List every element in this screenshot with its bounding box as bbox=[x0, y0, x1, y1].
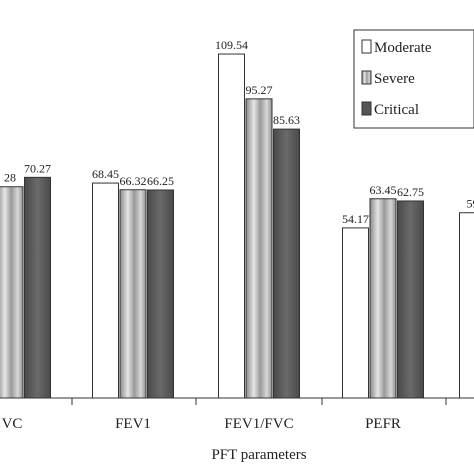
x-tick-group bbox=[71, 398, 447, 405]
data-labels-group: 28 70.27 68.45 66.32 66.25 109.54 95.27 85.63 54… bbox=[4, 38, 474, 226]
bar-critical-vc bbox=[24, 176, 51, 399]
legend-label-critical: Critical bbox=[374, 102, 419, 118]
data-label: 62.75 bbox=[397, 185, 424, 199]
x-tick-label: FEV1 bbox=[115, 416, 151, 432]
data-label: 66.32 bbox=[120, 174, 147, 188]
legend-swatch-severe bbox=[361, 70, 372, 85]
data-label: 54.17 bbox=[342, 212, 369, 226]
bar-moderate-pefr bbox=[342, 227, 369, 399]
data-label: 63.45 bbox=[370, 183, 397, 197]
bar-critical-fev1 bbox=[147, 189, 174, 399]
bar-severe-vc bbox=[0, 186, 24, 399]
bar-moderate-fev1 bbox=[92, 182, 119, 399]
bar-severe-pefr bbox=[369, 198, 397, 399]
legend-box bbox=[353, 29, 474, 129]
bar-severe-fev1 bbox=[119, 189, 147, 399]
data-label: 109.54 bbox=[215, 38, 248, 52]
x-tick-labels-group: VC FEV1 FEV1/FVC PEFR bbox=[2, 416, 401, 432]
x-tick-label: FEV1/FVC bbox=[224, 416, 293, 432]
legend-swatch-critical bbox=[361, 101, 372, 116]
legend: Moderate Severe Critical bbox=[353, 29, 474, 129]
bars-group bbox=[0, 53, 474, 399]
legend-label-moderate: Moderate bbox=[374, 40, 432, 56]
x-tick-label: PEFR bbox=[365, 416, 401, 432]
legend-label-severe: Severe bbox=[374, 71, 415, 87]
data-label: 85.63 bbox=[273, 113, 300, 127]
data-label: 28 bbox=[4, 171, 16, 185]
data-label: 70.27 bbox=[24, 161, 51, 175]
x-tick-label: VC bbox=[2, 416, 23, 432]
data-label: 59 bbox=[467, 197, 474, 211]
bar-critical-pefr bbox=[397, 200, 424, 399]
data-label: 66.25 bbox=[147, 174, 174, 188]
legend-swatch-moderate bbox=[361, 39, 372, 54]
bar-critical-fev1-fvc bbox=[273, 128, 300, 399]
x-axis-title: PFT parameters bbox=[211, 447, 306, 463]
bar-moderate-fev1-fvc bbox=[218, 53, 245, 399]
bar-moderate-extra bbox=[459, 212, 474, 399]
data-label: 95.27 bbox=[246, 83, 273, 97]
bar-severe-fev1-fvc bbox=[245, 98, 273, 399]
data-label: 68.45 bbox=[92, 167, 119, 181]
